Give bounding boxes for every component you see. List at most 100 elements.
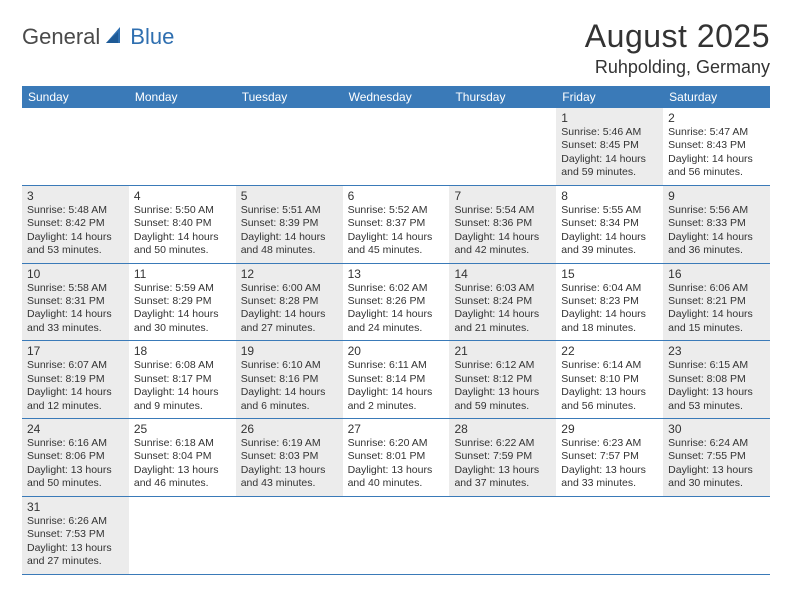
daylight-text: Daylight: 14 hours and 59 minutes. xyxy=(561,153,658,180)
sunrise-text: Sunrise: 5:56 AM xyxy=(668,204,765,217)
calendar-cell xyxy=(236,108,343,185)
sunset-text: Sunset: 8:24 PM xyxy=(454,295,551,308)
daylight-text: Daylight: 14 hours and 36 minutes. xyxy=(668,231,765,258)
daylight-text: Daylight: 14 hours and 21 minutes. xyxy=(454,308,551,335)
daylight-text: Daylight: 14 hours and 53 minutes. xyxy=(27,231,124,258)
sunset-text: Sunset: 8:31 PM xyxy=(27,295,124,308)
sunrise-text: Sunrise: 6:03 AM xyxy=(454,282,551,295)
weekday-header: Wednesday xyxy=(343,86,450,108)
weekday-header: Tuesday xyxy=(236,86,343,108)
calendar-cell: 17Sunrise: 6:07 AMSunset: 8:19 PMDayligh… xyxy=(22,341,129,418)
day-number: 16 xyxy=(668,267,765,281)
weekday-header: Monday xyxy=(129,86,236,108)
day-number: 21 xyxy=(454,344,551,358)
sunrise-text: Sunrise: 6:16 AM xyxy=(27,437,124,450)
day-number: 19 xyxy=(241,344,338,358)
calendar-cell: 31Sunrise: 6:26 AMSunset: 7:53 PMDayligh… xyxy=(22,497,129,574)
calendar-cell: 30Sunrise: 6:24 AMSunset: 7:55 PMDayligh… xyxy=(663,419,770,496)
weekday-header: Sunday xyxy=(22,86,129,108)
calendar-cell: 19Sunrise: 6:10 AMSunset: 8:16 PMDayligh… xyxy=(236,341,343,418)
calendar-cell: 4Sunrise: 5:50 AMSunset: 8:40 PMDaylight… xyxy=(129,186,236,263)
sunset-text: Sunset: 8:14 PM xyxy=(348,373,445,386)
daylight-text: Daylight: 14 hours and 50 minutes. xyxy=(134,231,231,258)
sunrise-text: Sunrise: 6:10 AM xyxy=(241,359,338,372)
sunset-text: Sunset: 8:36 PM xyxy=(454,217,551,230)
sunset-text: Sunset: 8:29 PM xyxy=(134,295,231,308)
calendar-week-row: 31Sunrise: 6:26 AMSunset: 7:53 PMDayligh… xyxy=(22,497,770,575)
sunrise-text: Sunrise: 6:11 AM xyxy=(348,359,445,372)
calendar-cell: 22Sunrise: 6:14 AMSunset: 8:10 PMDayligh… xyxy=(556,341,663,418)
calendar-cell xyxy=(663,497,770,574)
daylight-text: Daylight: 14 hours and 56 minutes. xyxy=(668,153,765,180)
calendar-cell: 8Sunrise: 5:55 AMSunset: 8:34 PMDaylight… xyxy=(556,186,663,263)
calendar-cell: 2Sunrise: 5:47 AMSunset: 8:43 PMDaylight… xyxy=(663,108,770,185)
sunset-text: Sunset: 8:21 PM xyxy=(668,295,765,308)
sunrise-text: Sunrise: 6:15 AM xyxy=(668,359,765,372)
sunrise-text: Sunrise: 5:59 AM xyxy=(134,282,231,295)
day-number: 11 xyxy=(134,267,231,281)
sunset-text: Sunset: 8:16 PM xyxy=(241,373,338,386)
calendar-cell: 16Sunrise: 6:06 AMSunset: 8:21 PMDayligh… xyxy=(663,264,770,341)
day-number: 12 xyxy=(241,267,338,281)
sunrise-text: Sunrise: 5:51 AM xyxy=(241,204,338,217)
sunset-text: Sunset: 8:37 PM xyxy=(348,217,445,230)
sunset-text: Sunset: 8:28 PM xyxy=(241,295,338,308)
logo: General Blue xyxy=(22,24,174,50)
weekday-header: Friday xyxy=(556,86,663,108)
day-number: 17 xyxy=(27,344,124,358)
calendar-cell: 25Sunrise: 6:18 AMSunset: 8:04 PMDayligh… xyxy=(129,419,236,496)
calendar-cell: 10Sunrise: 5:58 AMSunset: 8:31 PMDayligh… xyxy=(22,264,129,341)
sunrise-text: Sunrise: 6:08 AM xyxy=(134,359,231,372)
sunrise-text: Sunrise: 5:58 AM xyxy=(27,282,124,295)
day-number: 28 xyxy=(454,422,551,436)
calendar-cell: 7Sunrise: 5:54 AMSunset: 8:36 PMDaylight… xyxy=(449,186,556,263)
sunrise-text: Sunrise: 6:02 AM xyxy=(348,282,445,295)
sunrise-text: Sunrise: 6:19 AM xyxy=(241,437,338,450)
day-number: 8 xyxy=(561,189,658,203)
daylight-text: Daylight: 13 hours and 30 minutes. xyxy=(668,464,765,491)
calendar-cell xyxy=(343,108,450,185)
calendar-cell: 14Sunrise: 6:03 AMSunset: 8:24 PMDayligh… xyxy=(449,264,556,341)
sunset-text: Sunset: 8:12 PM xyxy=(454,373,551,386)
sunrise-text: Sunrise: 5:48 AM xyxy=(27,204,124,217)
calendar: SundayMondayTuesdayWednesdayThursdayFrid… xyxy=(22,86,770,575)
sunrise-text: Sunrise: 5:54 AM xyxy=(454,204,551,217)
daylight-text: Daylight: 14 hours and 48 minutes. xyxy=(241,231,338,258)
daylight-text: Daylight: 13 hours and 56 minutes. xyxy=(561,386,658,413)
calendar-cell: 23Sunrise: 6:15 AMSunset: 8:08 PMDayligh… xyxy=(663,341,770,418)
daylight-text: Daylight: 14 hours and 2 minutes. xyxy=(348,386,445,413)
sunrise-text: Sunrise: 6:24 AM xyxy=(668,437,765,450)
day-number: 7 xyxy=(454,189,551,203)
calendar-cell xyxy=(449,108,556,185)
sunset-text: Sunset: 8:45 PM xyxy=(561,139,658,152)
day-number: 9 xyxy=(668,189,765,203)
sunset-text: Sunset: 7:55 PM xyxy=(668,450,765,463)
daylight-text: Daylight: 14 hours and 15 minutes. xyxy=(668,308,765,335)
day-number: 5 xyxy=(241,189,338,203)
daylight-text: Daylight: 14 hours and 27 minutes. xyxy=(241,308,338,335)
calendar-week-row: 10Sunrise: 5:58 AMSunset: 8:31 PMDayligh… xyxy=(22,264,770,342)
daylight-text: Daylight: 13 hours and 27 minutes. xyxy=(27,542,124,569)
calendar-cell: 13Sunrise: 6:02 AMSunset: 8:26 PMDayligh… xyxy=(343,264,450,341)
sunrise-text: Sunrise: 6:07 AM xyxy=(27,359,124,372)
daylight-text: Daylight: 14 hours and 45 minutes. xyxy=(348,231,445,258)
calendar-week-row: 1Sunrise: 5:46 AMSunset: 8:45 PMDaylight… xyxy=(22,108,770,186)
daylight-text: Daylight: 13 hours and 59 minutes. xyxy=(454,386,551,413)
daylight-text: Daylight: 14 hours and 39 minutes. xyxy=(561,231,658,258)
calendar-cell xyxy=(449,497,556,574)
calendar-week-row: 3Sunrise: 5:48 AMSunset: 8:42 PMDaylight… xyxy=(22,186,770,264)
day-number: 14 xyxy=(454,267,551,281)
daylight-text: Daylight: 14 hours and 24 minutes. xyxy=(348,308,445,335)
sunset-text: Sunset: 8:06 PM xyxy=(27,450,124,463)
sunset-text: Sunset: 8:08 PM xyxy=(668,373,765,386)
day-number: 20 xyxy=(348,344,445,358)
calendar-cell xyxy=(236,497,343,574)
sunset-text: Sunset: 8:40 PM xyxy=(134,217,231,230)
sunset-text: Sunset: 8:42 PM xyxy=(27,217,124,230)
calendar-cell: 26Sunrise: 6:19 AMSunset: 8:03 PMDayligh… xyxy=(236,419,343,496)
daylight-text: Daylight: 14 hours and 30 minutes. xyxy=(134,308,231,335)
header: General Blue August 2025 Ruhpolding, Ger… xyxy=(22,18,770,78)
calendar-cell xyxy=(129,497,236,574)
daylight-text: Daylight: 13 hours and 33 minutes. xyxy=(561,464,658,491)
sunset-text: Sunset: 8:34 PM xyxy=(561,217,658,230)
